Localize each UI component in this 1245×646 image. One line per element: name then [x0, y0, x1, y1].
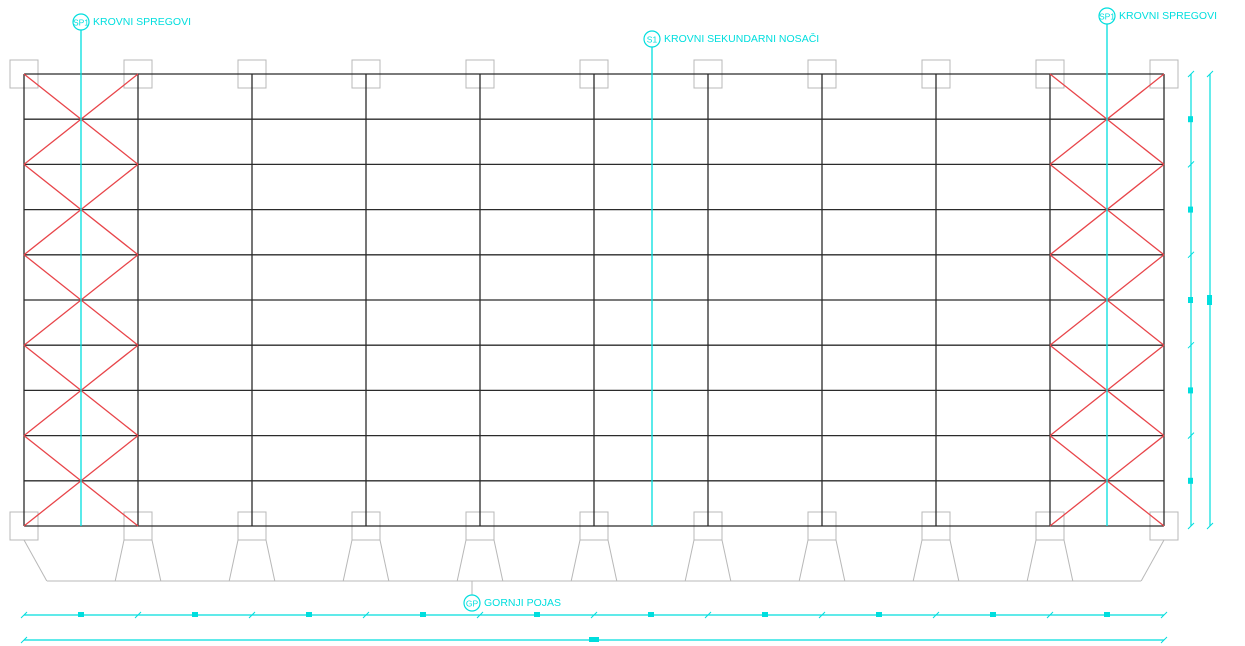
dimension-text-marker	[589, 637, 599, 642]
truss-diagonal	[1140, 539, 1165, 582]
dimension-text-marker	[648, 612, 654, 617]
truss-diagonal	[265, 539, 276, 582]
tag-circle	[72, 13, 90, 31]
dimension-text-marker	[1188, 116, 1193, 123]
dimension-tick	[1160, 611, 1168, 619]
tag-circle	[643, 30, 661, 48]
dimension-tick	[476, 611, 484, 619]
label-sp1-left: SP1 KROVNI SPREGOVI	[72, 13, 191, 526]
dimension-text-marker	[78, 612, 84, 617]
dimension-text-marker	[192, 612, 198, 617]
tag-circle	[1098, 7, 1116, 25]
dimension-tick	[1160, 636, 1168, 644]
truss-diagonal	[23, 539, 48, 582]
label-text: KROVNI SPREGOVI	[1119, 10, 1217, 22]
truss-diagonal	[912, 539, 923, 582]
dimension-text-marker	[1188, 206, 1193, 213]
truss-diagonal	[1063, 539, 1074, 582]
dimension-text-marker	[1104, 612, 1110, 617]
label-s1: S1 KROVNI SEKUNDARNI NOSAČI	[643, 30, 819, 526]
dimension-text-marker	[1188, 477, 1193, 484]
truss-diagonal	[607, 539, 618, 582]
dimension-tick	[1187, 70, 1195, 78]
dimension-tick	[20, 636, 28, 644]
truss-diagonal	[1026, 539, 1037, 582]
truss-diagonal	[798, 539, 809, 582]
label-sp1-right: SP1 KROVNI SPREGOVI	[1098, 7, 1217, 526]
dimension-text-marker	[420, 612, 426, 617]
label-text: GORNJI POJAS	[484, 597, 561, 609]
dimension-tick	[1187, 161, 1195, 168]
dimension-text-marker	[534, 612, 540, 617]
dimension-text-marker	[876, 612, 882, 617]
dimension-tick	[818, 611, 826, 619]
dimension-tick	[1046, 611, 1054, 619]
truss-diagonal	[114, 539, 125, 582]
tag-text: GP	[466, 599, 479, 609]
truss-diagonal	[684, 539, 695, 582]
dimension-lines	[20, 70, 1214, 644]
truss-diagonal	[721, 539, 732, 582]
dimension-tick	[248, 611, 256, 619]
truss-diagonal	[379, 539, 390, 582]
truss-diagonal	[228, 539, 239, 582]
tag-text: S1	[647, 35, 658, 45]
dimension-tick	[704, 611, 712, 619]
truss-diagonal	[570, 539, 581, 582]
truss-diagonal	[835, 539, 846, 582]
dimension-tick	[362, 611, 370, 619]
label-text: KROVNI SEKUNDARNI NOSAČI	[664, 32, 819, 45]
truss-diagonal	[949, 539, 960, 582]
dimension-tick	[1187, 432, 1195, 439]
dimension-text-marker	[1207, 295, 1212, 305]
label-gp: GP GORNJI POJAS	[463, 581, 561, 612]
dimension-text-marker	[990, 612, 996, 617]
roof-frame-grid	[23, 73, 1165, 527]
dimension-text-marker	[762, 612, 768, 617]
truss-diagonal	[493, 539, 504, 582]
dimension-tick	[1187, 522, 1195, 530]
dimension-tick	[932, 611, 940, 619]
dimension-tick	[20, 611, 28, 619]
dimension-text-marker	[1188, 297, 1193, 303]
dimension-text-marker	[306, 612, 312, 617]
dimension-tick	[1206, 522, 1214, 530]
truss-diagonal	[151, 539, 162, 582]
tag-circle	[463, 594, 481, 612]
dimension-tick	[1206, 70, 1214, 78]
dimension-tick	[1187, 251, 1195, 259]
truss-diagonal	[342, 539, 353, 582]
label-text: KROVNI SPREGOVI	[93, 16, 191, 28]
truss-support-lines	[23, 539, 1165, 582]
dimension-tick	[1187, 341, 1195, 349]
dimension-tick	[590, 611, 598, 619]
dimension-text-marker	[1188, 387, 1193, 394]
truss-diagonal	[456, 539, 467, 582]
tag-text: SP1	[73, 18, 89, 28]
dimension-tick	[134, 611, 142, 619]
tag-text: SP1	[1099, 12, 1115, 22]
